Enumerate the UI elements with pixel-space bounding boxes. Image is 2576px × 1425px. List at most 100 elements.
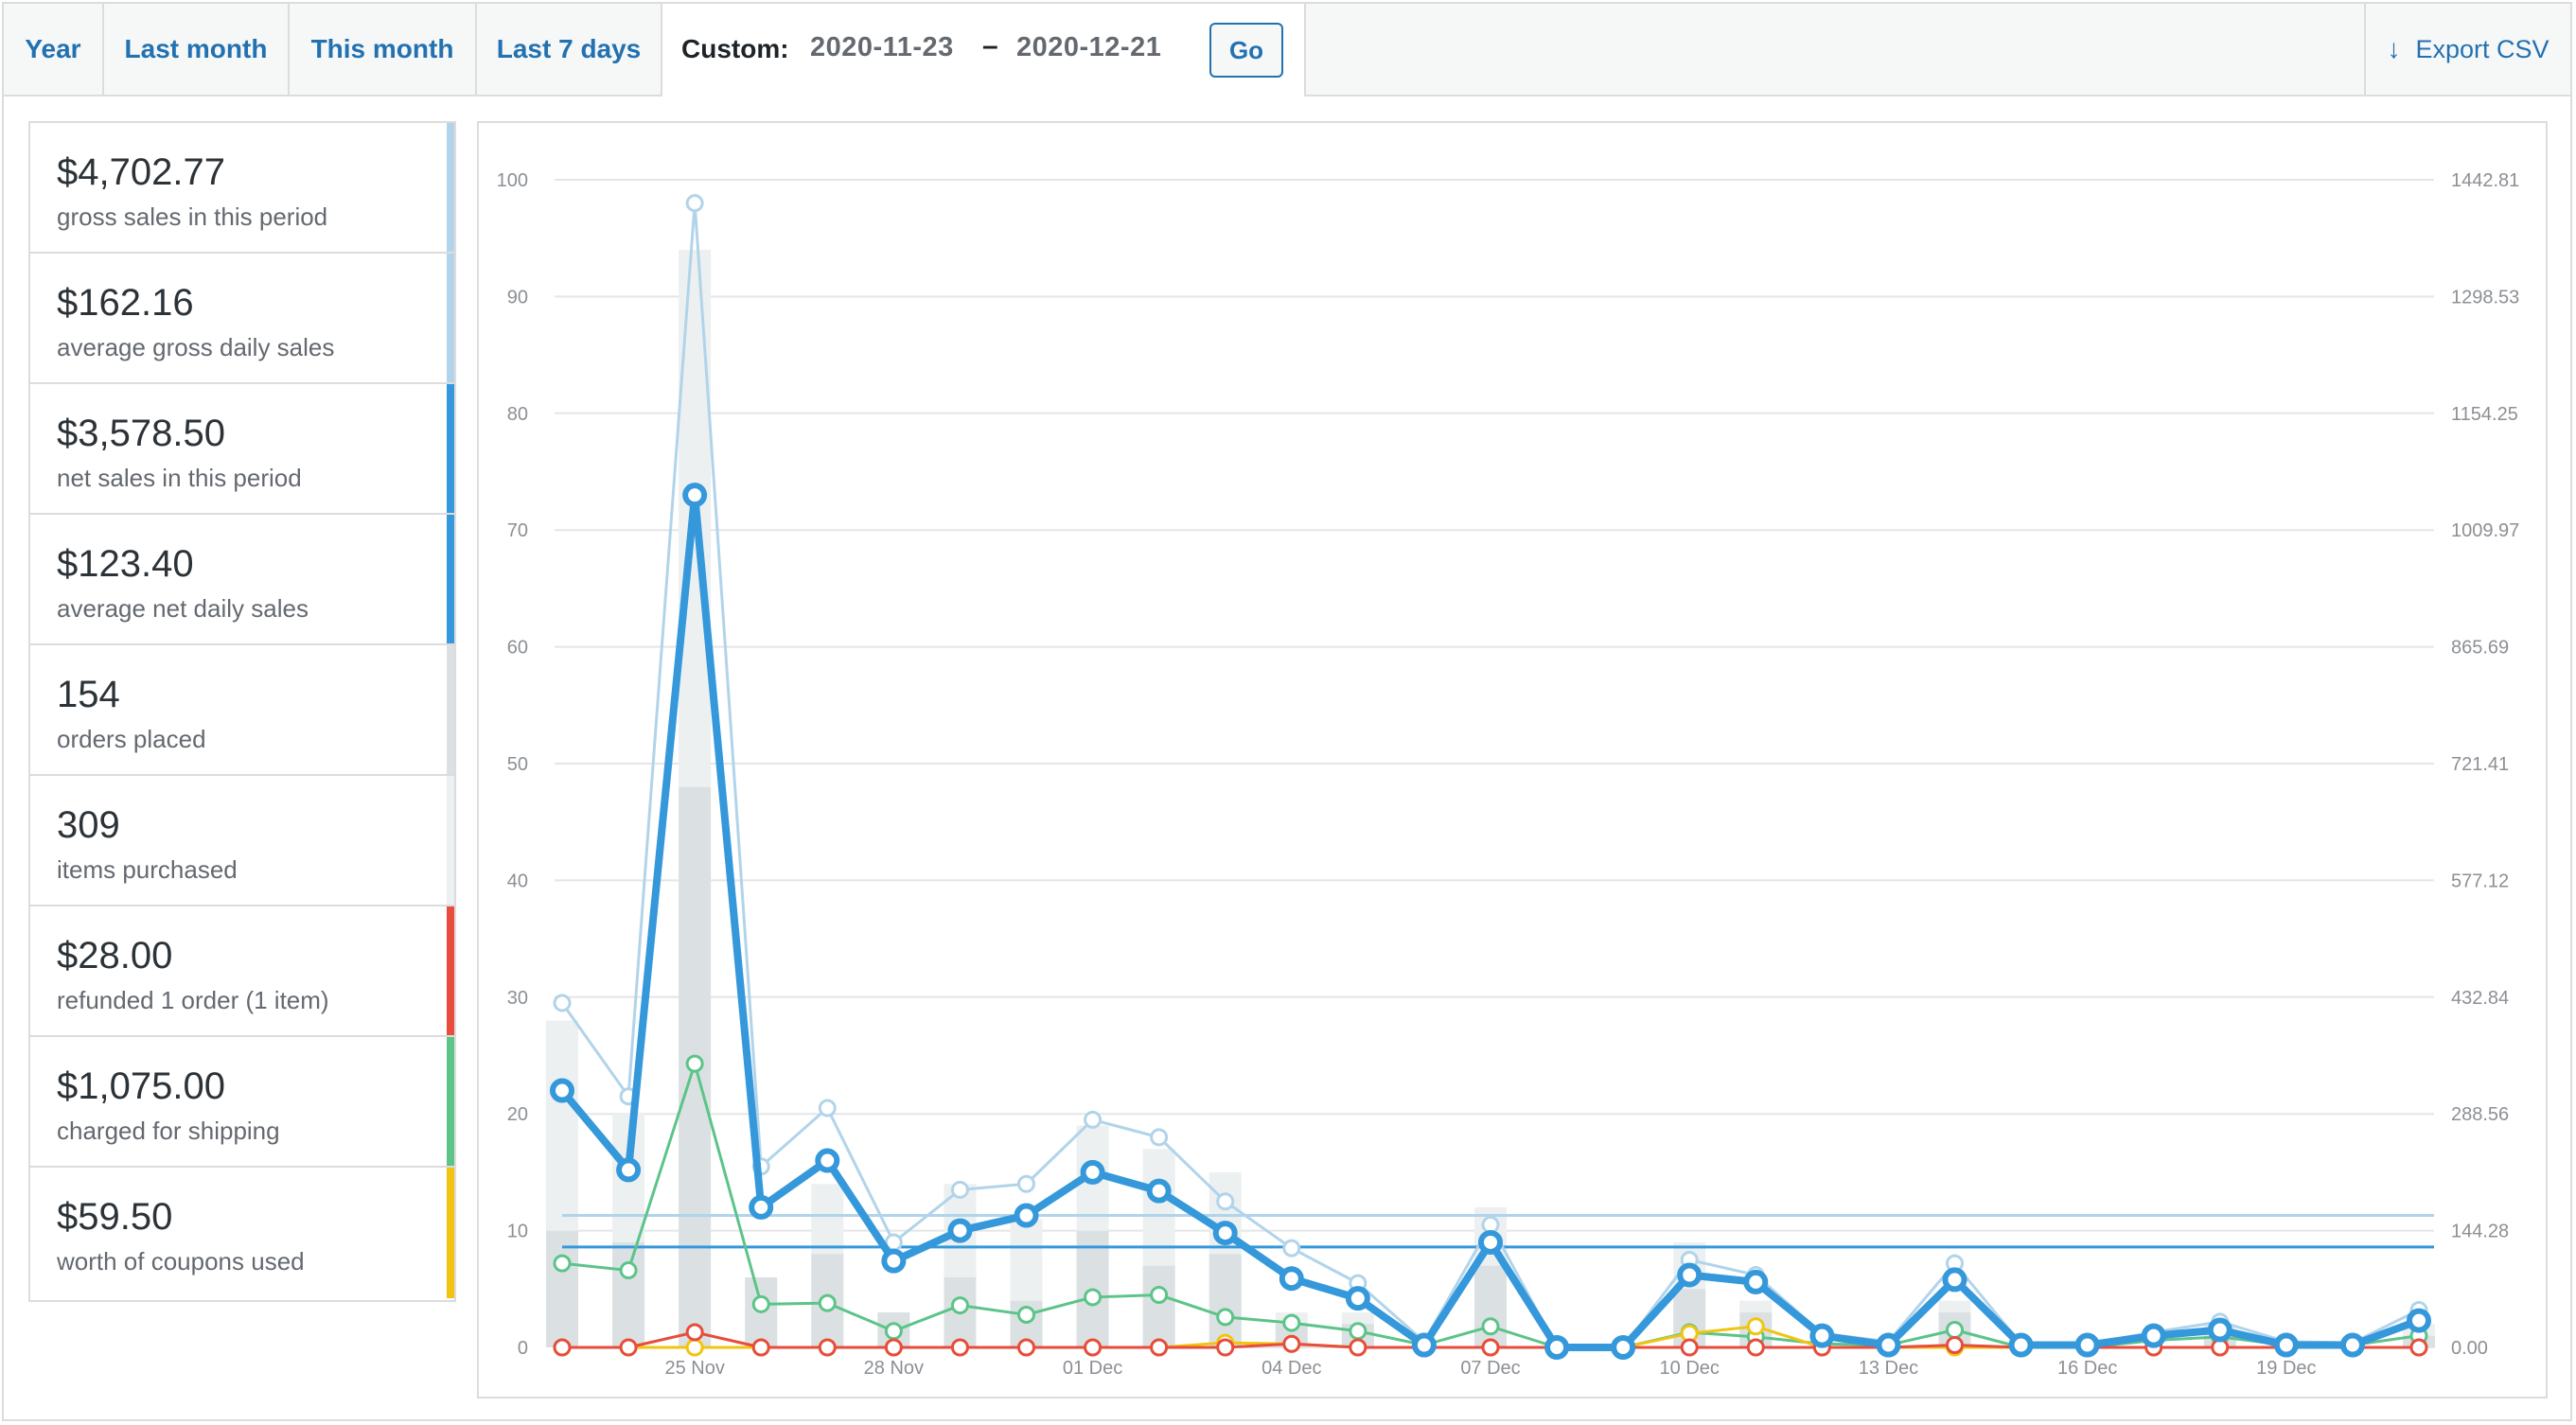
y-tick-label-right: 1154.25 [2451,404,2518,425]
data-point [1150,1128,1169,1147]
range-tab-year[interactable]: Year [4,4,104,95]
legend-label: orders placed [57,725,206,753]
go-button[interactable]: Go [1209,23,1283,78]
legend-label: items purchased [57,855,238,884]
data-point [1216,1308,1235,1327]
y-tick-label-right: 432.84 [2451,988,2509,1009]
data-point [947,1218,973,1243]
data-point [619,1261,638,1280]
data-point [818,1293,837,1312]
data-point [1084,1338,1103,1357]
y-tick-label-left: 20 [507,1104,528,1125]
end-date-field[interactable]: 2020-12-21 [1016,32,1162,62]
data-point [1743,1269,1769,1294]
custom-range: Custom: 2020-11-23 – 2020-12-21 Go [662,4,1306,97]
data-point [1017,1338,1035,1357]
legend-color-bar [447,254,454,382]
data-point [1680,1338,1699,1357]
data-point [1080,1159,1105,1185]
legend-item-gross-sales[interactable]: $4,702.77 gross sales in this period [30,123,454,254]
data-point [619,1338,638,1357]
legend-value: 309 [57,804,120,846]
data-point [1017,1174,1035,1193]
data-point [1411,1332,1437,1358]
legend-value: $4,702.77 [57,151,225,193]
range-tab-last-month[interactable]: Last month [104,4,290,95]
y-tick-label-left: 90 [507,287,528,308]
y-tick-label-right: 865.69 [2451,638,2509,659]
data-point [1478,1229,1503,1255]
chart-legend: $4,702.77 gross sales in this period $16… [28,121,456,1302]
data-point [1746,1317,1765,1336]
x-tick-label: 04 Dec [1262,1358,1321,1379]
y-tick-label-right: 144.28 [2451,1222,2509,1242]
download-arrow-icon: ↓ [2387,34,2401,63]
legend-item-average-net[interactable]: $123.40 average net daily sales [30,515,454,645]
legend-color-bar [447,1168,454,1298]
y-tick-label-left: 60 [507,638,528,659]
data-point [818,1338,837,1357]
legend-item-refunds[interactable]: $28.00 refunded 1 order (1 item) [30,906,454,1037]
y-tick-label-right: 1298.53 [2451,287,2519,308]
data-point [1946,1336,1964,1355]
data-point [1279,1266,1304,1292]
legend-value: 154 [57,674,120,715]
x-tick-label: 16 Dec [2057,1358,2117,1379]
legend-item-items-purchased[interactable]: 309 items purchased [30,776,454,906]
data-point [553,1338,572,1357]
data-point [550,1078,574,1103]
data-point [1084,1288,1103,1307]
legend-value: $1,075.00 [57,1065,225,1107]
bar [546,1230,578,1347]
data-point [1345,1286,1370,1311]
y-tick-label-left: 100 [497,170,528,191]
y-tick-label-left: 80 [507,404,528,425]
data-point [1544,1335,1570,1360]
data-point [1946,1320,1964,1339]
data-point [815,1148,840,1173]
y-tick-label-left: 70 [507,520,528,541]
legend-color-bar [447,1037,454,1166]
data-point [1942,1267,1967,1293]
legend-item-shipping[interactable]: $1,075.00 charged for shipping [30,1037,454,1168]
data-point [1349,1322,1367,1341]
legend-value: $162.16 [57,282,194,324]
bar [1209,1254,1242,1347]
data-point [1481,1317,1500,1336]
data-point [685,1323,704,1342]
x-tick-label: 13 Dec [1859,1358,1918,1379]
data-point [1809,1323,1835,1348]
data-point [682,483,708,508]
range-tab-this-month[interactable]: This month [290,4,477,95]
y-tick-label-right: 1442.81 [2451,170,2519,191]
legend-item-coupons[interactable]: $59.50 worth of coupons used [30,1168,454,1298]
export-csv-button[interactable]: ↓ Export CSV [2364,4,2570,95]
legend-item-orders-placed[interactable]: 154 orders placed [30,645,454,776]
data-point [950,1296,969,1315]
data-point [1876,1332,1901,1358]
x-tick-label: 19 Dec [2256,1358,2316,1379]
x-tick-label: 28 Nov [864,1358,924,1379]
data-point [881,1248,907,1274]
start-date-field[interactable]: 2020-11-23 [810,32,954,62]
data-point [2207,1317,2232,1343]
data-point [1282,1239,1301,1258]
data-point [1017,1305,1035,1324]
data-point [1014,1203,1039,1228]
data-point [685,194,704,213]
data-point [1349,1338,1367,1357]
y-tick-label-right: 0.00 [2451,1338,2488,1359]
sales-chart: 0 0.00 10 144.28 20 288.56 30 432.84 40 577.12 50 7… [477,121,2548,1399]
legend-label: gross sales in this period [57,202,328,231]
data-point [553,994,572,1012]
legend-item-average-gross[interactable]: $162.16 average gross daily sales [30,254,454,384]
legend-color-bar [447,645,454,774]
legend-item-net-sales[interactable]: $3,578.50 net sales in this period [30,384,454,515]
range-tab-last-7-days[interactable]: Last 7 days [477,4,662,95]
y-tick-label-right: 288.56 [2451,1104,2509,1125]
data-point [2273,1332,2299,1358]
y-tick-label-left: 50 [507,754,528,775]
date-separator: – [982,30,998,62]
export-csv-label: Export CSV [2415,34,2550,63]
